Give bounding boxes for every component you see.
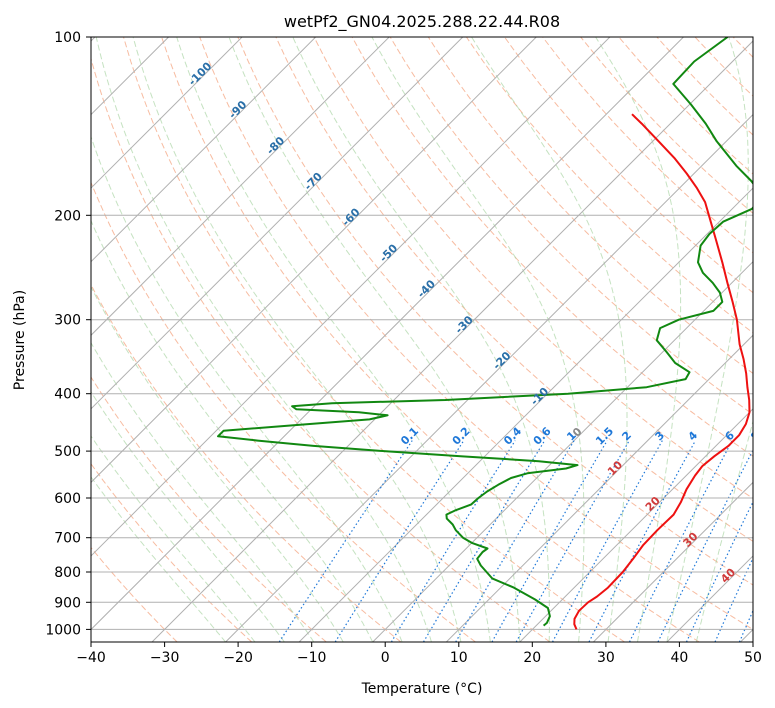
isotherm-line — [91, 37, 243, 189]
y-axis: 100 200 300 400 500 600 700 800 900 1000 — [45, 30, 91, 638]
dry-adiabat-line — [199, 37, 753, 630]
moist-adiabat-line — [471, 37, 628, 642]
moist-adiabat-line — [176, 37, 491, 642]
mixing-ratio-line — [657, 448, 753, 642]
mixing-ratio-line — [390, 440, 516, 642]
dry-adiabat-line — [91, 546, 178, 642]
x-tick-label: 30 — [597, 650, 615, 666]
isotherm-line — [151, 40, 753, 642]
x-tick-label: 20 — [523, 650, 541, 666]
mixing-ratio-line — [455, 440, 575, 642]
isotherm-line — [298, 187, 753, 642]
mixing-ratio-line — [551, 440, 663, 642]
moist-adiabat-line — [666, 37, 749, 642]
moist-adiabat-line — [132, 37, 462, 642]
y-tick-label: 500 — [54, 444, 81, 460]
y-tick-label: 1000 — [45, 622, 81, 638]
dry-adiabat-line — [389, 37, 753, 416]
isotherm-line — [91, 37, 317, 263]
moist-adiabat-line — [91, 285, 344, 642]
isotherm-line — [371, 260, 753, 642]
moist-adiabat-line — [292, 37, 550, 642]
dry-adiabat-line — [237, 37, 753, 586]
moist-adiabat-line — [91, 435, 256, 642]
mixing-ratio-line — [714, 556, 753, 642]
x-tick-label: 10 — [450, 650, 468, 666]
moist-adiabat-line — [371, 37, 585, 642]
mixing-ratio-line — [278, 440, 413, 642]
isotherm-line — [91, 37, 390, 336]
y-tick-label: 800 — [54, 565, 81, 581]
y-tick-label: 100 — [54, 30, 81, 46]
dry-adiabat-line — [504, 37, 753, 294]
y-axis-label: Pressure (hPa) — [12, 290, 28, 390]
dry-adiabat-line — [427, 37, 753, 375]
x-axis: −40 −30 −20 −10 0 10 20 30 40 50 — [76, 642, 762, 666]
y-tick-label: 600 — [54, 491, 81, 507]
x-tick-label: 0 — [381, 650, 390, 666]
x-tick-label: 50 — [744, 650, 762, 666]
pressure-gridlines — [91, 37, 753, 630]
mixing-ratio-line — [491, 440, 608, 642]
dry-adiabat-line — [91, 463, 253, 642]
y-tick-label: 900 — [54, 595, 81, 611]
x-tick-label: −40 — [76, 650, 106, 666]
y-tick-label: 400 — [54, 387, 81, 403]
mixing-ratio-line — [515, 440, 630, 642]
y-tick-label: 700 — [54, 531, 81, 547]
dry-adiabat-line — [123, 37, 625, 642]
x-axis-label: Temperature (°C) — [361, 681, 483, 697]
dry-adiabat-line — [91, 181, 476, 642]
dry-adiabat-line — [91, 56, 551, 642]
mixing-ratio-line — [422, 440, 546, 642]
x-tick-label: −20 — [223, 650, 253, 666]
isotherm-line — [91, 37, 538, 484]
x-tick-label: −10 — [297, 650, 327, 666]
moist-adiabat-line — [91, 390, 285, 642]
x-tick-label: 40 — [670, 650, 688, 666]
dry-adiabat-line — [161, 37, 700, 642]
dry-adiabat-line — [91, 376, 327, 642]
mixing-ratio-label: 8 — [748, 429, 763, 444]
isotherm-line — [91, 37, 685, 631]
moist-adiabat-line — [95, 37, 432, 642]
x-tick-label: −30 — [150, 650, 180, 666]
dry-adiabat-line — [313, 37, 753, 500]
mixing-ratio-line — [334, 440, 465, 642]
isotherm-line — [91, 37, 464, 410]
background-lines — [91, 37, 753, 642]
moist-adiabat-line — [91, 476, 226, 642]
dewpoint-profile-line — [217, 37, 753, 627]
isotherm-line — [91, 37, 611, 557]
temperature-profile-line — [573, 113, 751, 630]
profile-lines — [217, 37, 753, 630]
isotherm-line — [445, 334, 753, 642]
moist-adiabat-line — [91, 219, 374, 642]
plot-frame — [90, 36, 754, 643]
chart-title: wetPf2_GN04.2025.288.22.44.R08 — [284, 12, 560, 32]
moist-adiabat-line — [595, 37, 682, 642]
isotherm-line — [224, 113, 753, 642]
y-tick-label: 300 — [54, 313, 81, 329]
isotherm-line — [519, 408, 753, 642]
isotherm-line — [592, 481, 753, 642]
y-tick-label: 200 — [54, 208, 81, 224]
